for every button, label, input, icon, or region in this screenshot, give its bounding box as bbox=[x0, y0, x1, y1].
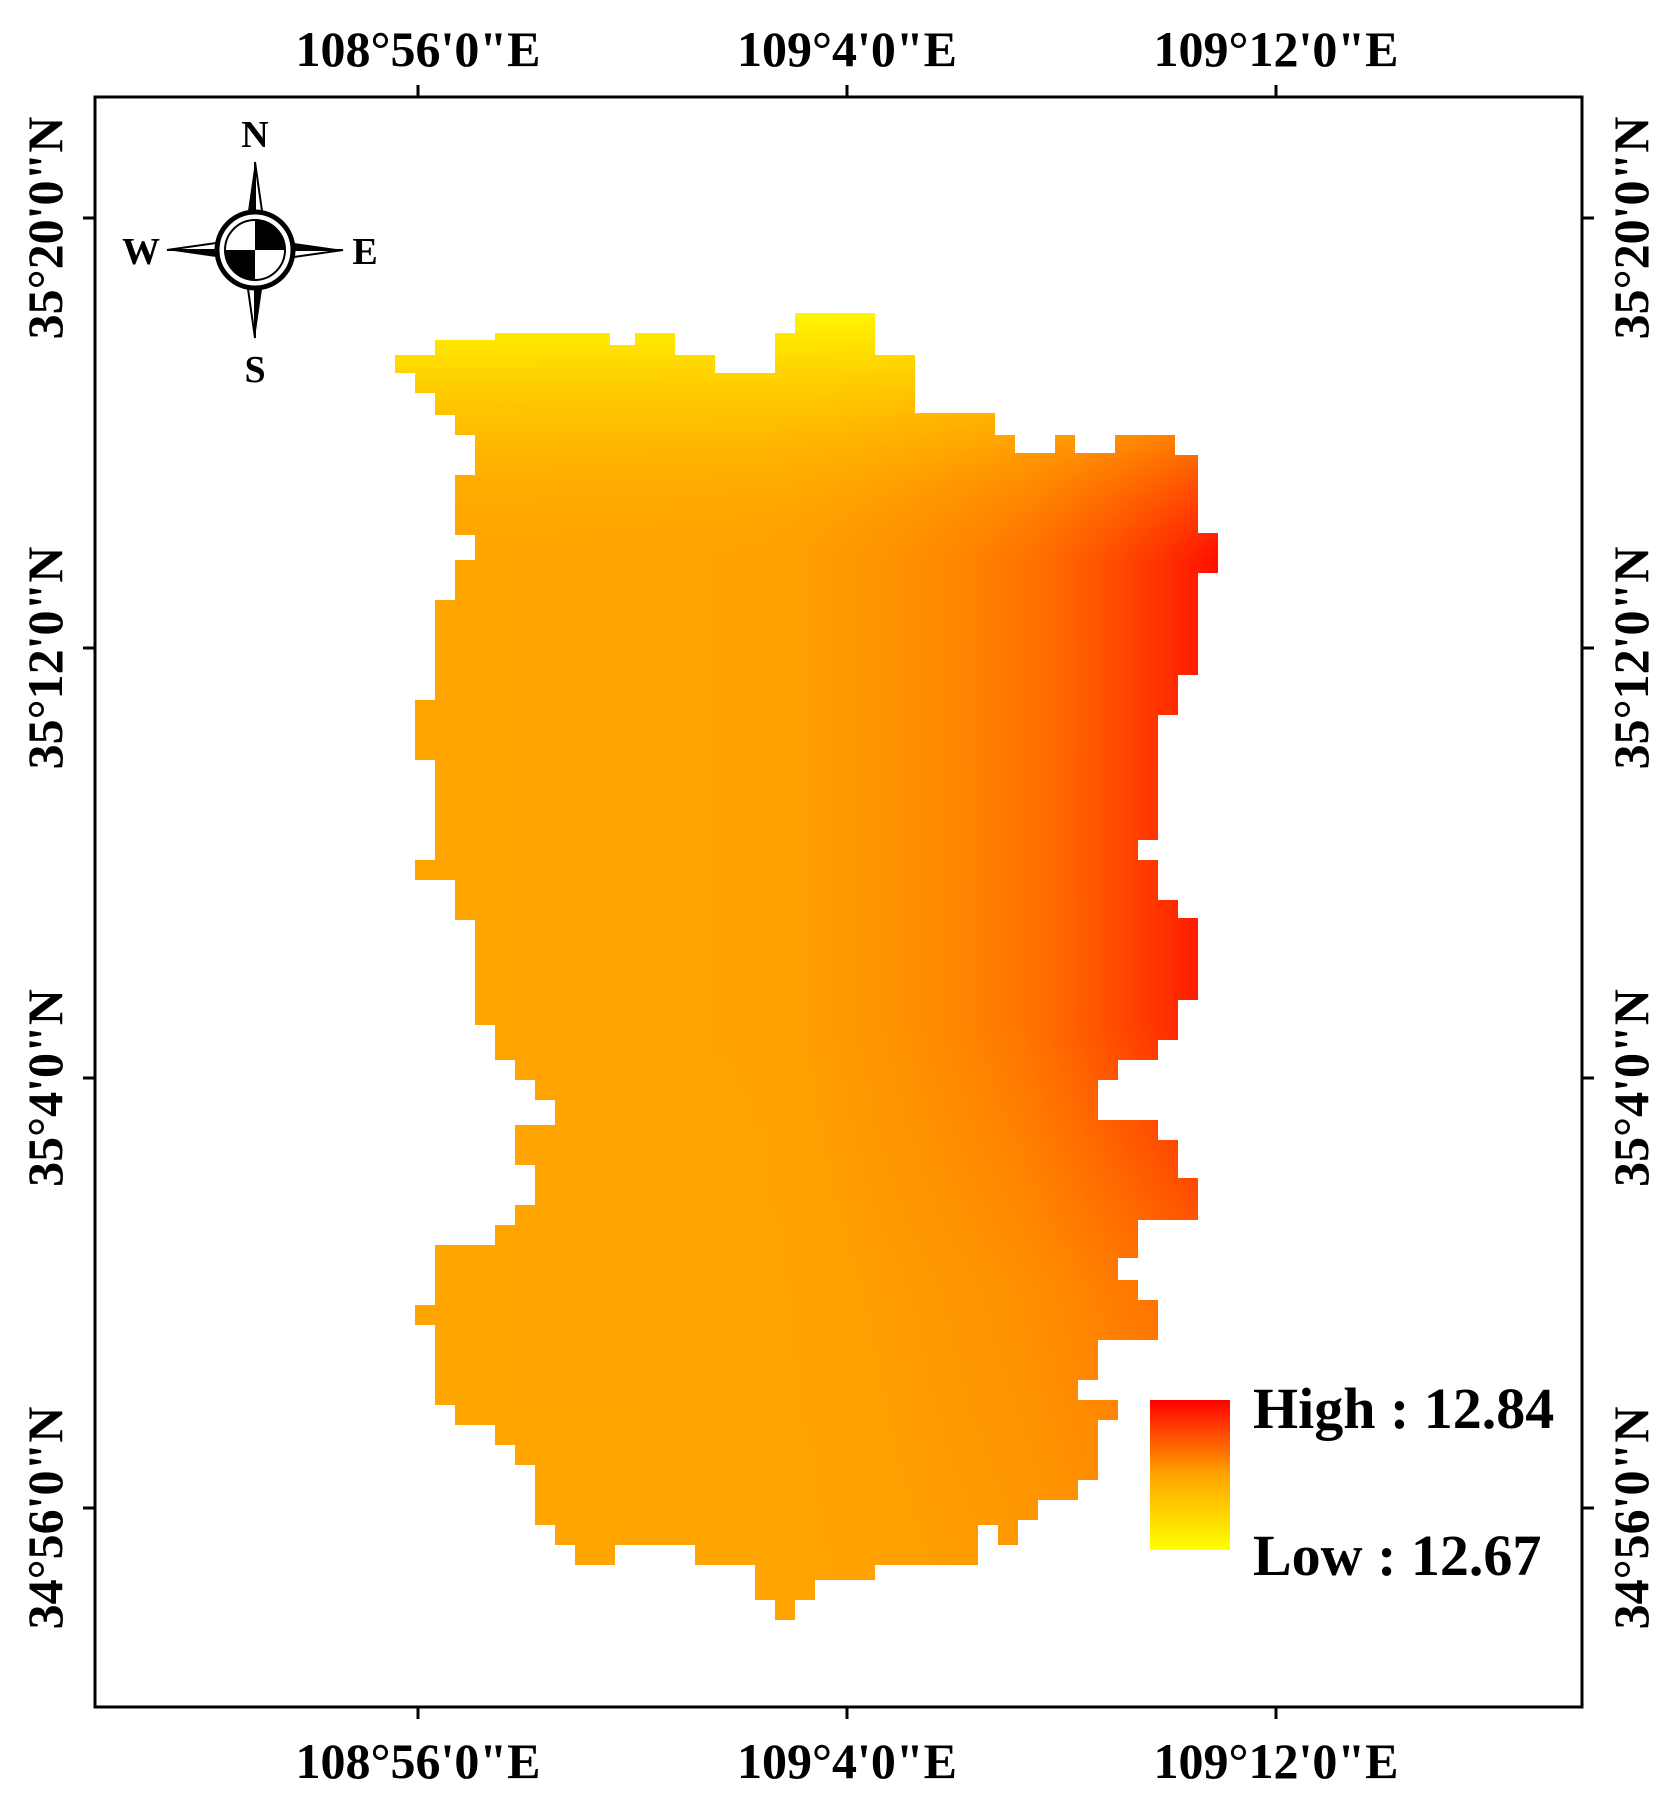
bottom-longitude-label: 109°12'0"E bbox=[1154, 1733, 1399, 1789]
compass-west-label: W bbox=[122, 231, 160, 273]
right-latitude-label: 35°4'0"N bbox=[1603, 989, 1659, 1187]
bottom-longitude-label: 109°4'0"E bbox=[737, 1733, 957, 1789]
left-latitude-label: 35°20'0"N bbox=[17, 117, 73, 340]
top-longitude-label: 109°12'0"E bbox=[1154, 21, 1399, 77]
left-latitude-label: 35°4'0"N bbox=[17, 989, 73, 1187]
tick-marks bbox=[83, 85, 1594, 1719]
compass-north-label: N bbox=[241, 114, 268, 156]
right-latitude-label: 35°20'0"N bbox=[1603, 117, 1659, 340]
legend-low-label: Low : 12.67 bbox=[1253, 1523, 1541, 1588]
right-latitude-label: 34°56'0"N bbox=[1603, 1407, 1659, 1630]
left-latitude-label: 35°12'0"N bbox=[17, 547, 73, 770]
bottom-longitude-label: 108°56'0"E bbox=[296, 1733, 541, 1789]
left-latitude-label: 34°56'0"N bbox=[17, 1407, 73, 1630]
top-longitude-label: 109°4'0"E bbox=[737, 21, 957, 77]
legend-color-ramp bbox=[1150, 1400, 1230, 1550]
compass-south-label: S bbox=[244, 349, 265, 391]
raster-region bbox=[395, 313, 1218, 1620]
legend-high-label: High : 12.84 bbox=[1253, 1376, 1554, 1441]
legend: High : 12.84 Low : 12.67 bbox=[1150, 1376, 1554, 1588]
map-frame bbox=[93, 95, 1584, 1709]
right-latitude-label: 35°12'0"N bbox=[1603, 547, 1659, 770]
top-longitude-label: 108°56'0"E bbox=[296, 21, 541, 77]
compass-east-label: E bbox=[352, 231, 377, 273]
north-arrow-compass-icon: N S W E bbox=[122, 114, 378, 391]
